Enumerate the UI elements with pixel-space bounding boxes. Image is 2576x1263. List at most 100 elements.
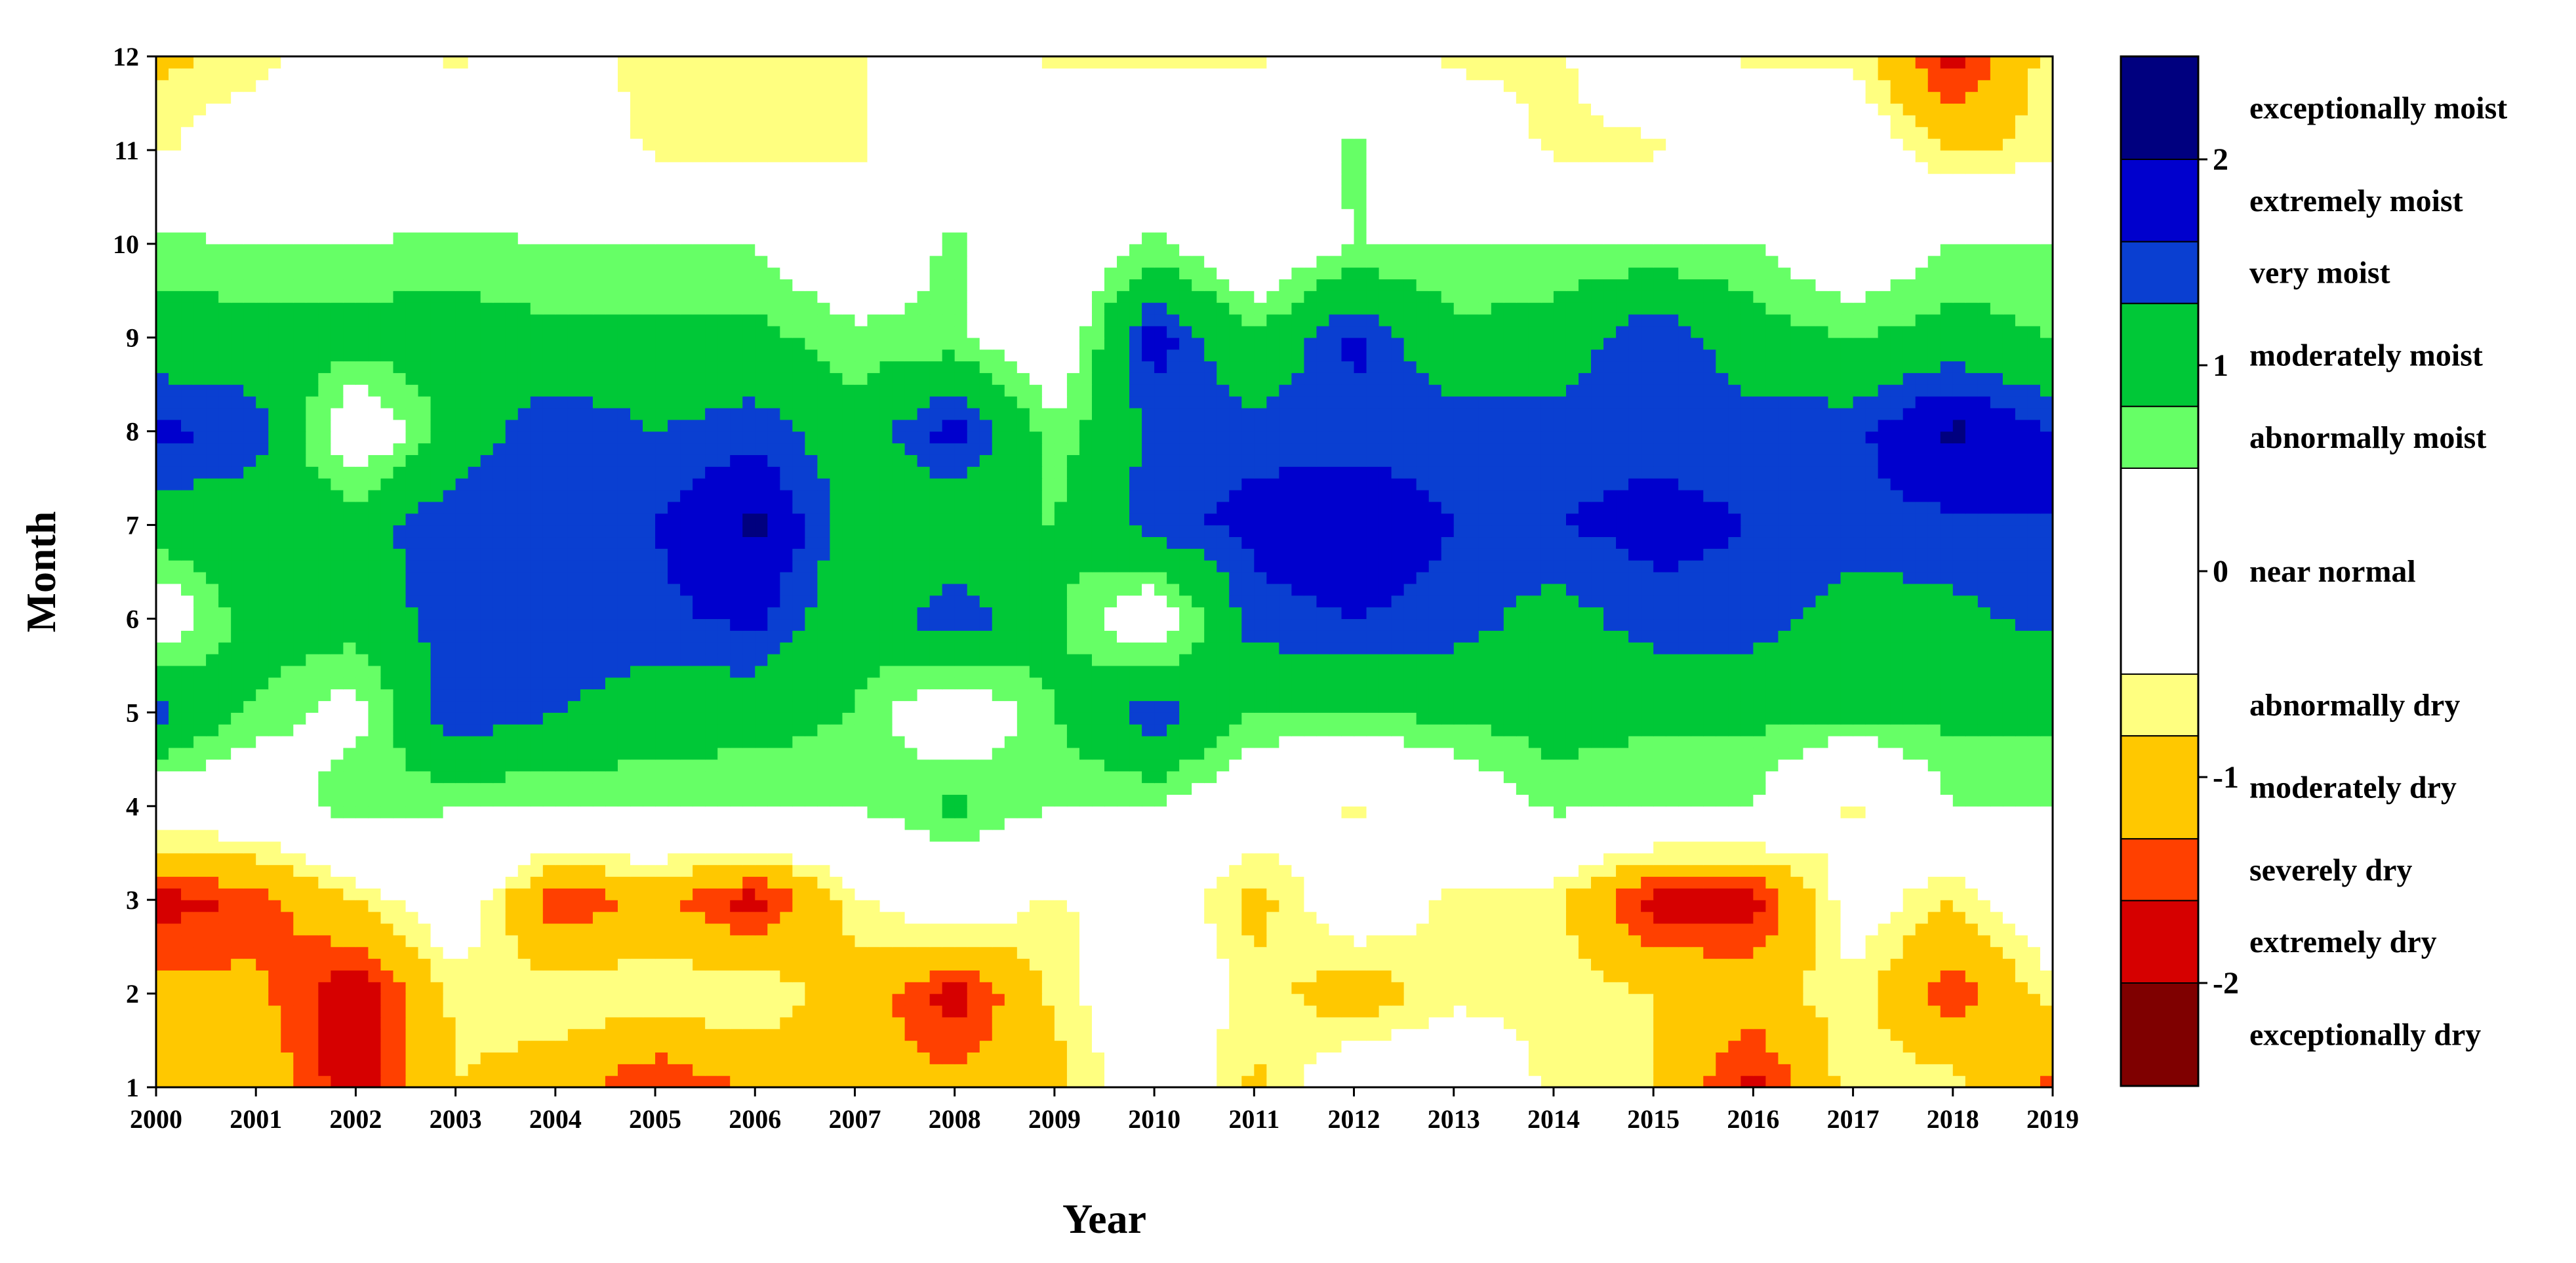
contour-cell	[1616, 982, 1629, 994]
contour-cell	[1379, 958, 1392, 971]
contour-cell	[1965, 900, 1979, 912]
contour-cell	[493, 782, 506, 795]
contour-cell	[668, 1052, 681, 1064]
contour-cell	[1403, 841, 1417, 854]
contour-cell	[418, 759, 432, 772]
contour-cell	[1977, 1064, 1991, 1076]
contour-cell	[867, 1075, 881, 1087]
contour-cell	[493, 794, 506, 807]
contour-cell	[1366, 934, 1380, 948]
contour-cell	[1466, 1052, 1479, 1064]
contour-cell	[1628, 747, 1641, 760]
contour-cell	[393, 876, 407, 889]
contour-cell	[792, 712, 805, 725]
contour-cell	[1878, 852, 1891, 866]
contour-cell	[1741, 852, 1754, 866]
contour-cell	[954, 724, 968, 736]
contour-cell	[343, 712, 357, 725]
contour-cell	[331, 1052, 344, 1064]
contour-cell	[493, 852, 506, 866]
contour-cell	[1403, 958, 1417, 971]
contour-cell	[842, 912, 856, 924]
contour-cell	[1179, 841, 1192, 854]
contour-cell	[368, 724, 382, 736]
contour-cell	[1828, 934, 1841, 948]
contour-cell	[1142, 912, 1155, 924]
contour-cell	[256, 794, 269, 807]
contour-cell	[1441, 724, 1455, 736]
contour-cell	[355, 818, 369, 830]
contour-cell	[1678, 900, 1691, 912]
contour-cell	[1366, 782, 1380, 795]
contour-cell	[917, 982, 931, 994]
contour-cell	[755, 900, 768, 912]
contour-cell	[493, 900, 506, 912]
contour-cell	[1840, 1040, 1854, 1053]
contour-cell	[1354, 946, 1367, 959]
contour-cell	[1304, 934, 1318, 948]
contour-cell	[1004, 958, 1018, 971]
contour-cell	[1977, 1052, 1991, 1064]
contour-cell	[1628, 700, 1641, 713]
contour-cell	[1915, 736, 1929, 748]
contour-cell	[1391, 806, 1405, 818]
contour-cell	[1528, 864, 1542, 877]
contour-cell	[617, 1040, 631, 1053]
contour-cell	[1741, 1040, 1754, 1053]
contour-cell	[842, 900, 856, 912]
contour-cell	[1977, 782, 1991, 795]
contour-cell	[892, 1028, 906, 1041]
contour-cell	[1291, 794, 1305, 807]
contour-cell	[1591, 958, 1604, 971]
contour-cell	[742, 982, 755, 994]
contour-cell	[693, 1016, 706, 1030]
contour-cell	[1329, 876, 1342, 889]
contour-cell	[1254, 818, 1267, 830]
contour-cell	[992, 724, 1005, 736]
contour-cell	[855, 759, 868, 772]
contour-cell	[1217, 876, 1230, 889]
contour-cell	[418, 1064, 432, 1076]
contour-cell	[1054, 1052, 1068, 1064]
contour-cell	[1241, 982, 1255, 994]
contour-cell	[1965, 724, 1979, 736]
contour-cell	[1329, 946, 1342, 959]
contour-cell	[480, 1005, 494, 1018]
contour-cell	[2002, 794, 2016, 807]
contour-cell	[480, 888, 494, 900]
contour-cell	[1828, 912, 1841, 924]
contour-cell	[1117, 1075, 1130, 1087]
contour-cell	[1890, 794, 1904, 807]
contour-cell	[542, 759, 556, 772]
contour-cell	[1765, 864, 1779, 877]
contour-cell	[1927, 864, 1941, 877]
contour-cell	[1291, 841, 1305, 854]
contour-cell	[1641, 993, 1654, 1006]
contour-cell	[1603, 712, 1617, 725]
contour-cell	[1753, 958, 1766, 971]
contour-cell	[1079, 1016, 1093, 1030]
contour-cell	[1066, 771, 1080, 784]
contour-cell	[1354, 712, 1367, 725]
contour-cell	[1603, 912, 1617, 924]
contour-cell	[730, 1075, 743, 1087]
contour-cell	[1927, 1005, 1941, 1018]
contour-cell	[1628, 818, 1641, 830]
contour-cell	[693, 958, 706, 971]
contour-cell	[1491, 1016, 1504, 1030]
contour-cell	[1054, 946, 1068, 959]
contour-cell	[1790, 958, 1804, 971]
contour-cell	[1266, 806, 1279, 818]
contour-cell	[1217, 1052, 1230, 1064]
contour-cell	[855, 970, 868, 982]
contour-cell	[792, 982, 805, 994]
contour-cell	[929, 1052, 943, 1064]
contour-cell	[1553, 712, 1567, 725]
contour-cell	[879, 818, 893, 830]
contour-cell	[1129, 888, 1142, 900]
contour-cell	[169, 1064, 182, 1076]
contour-cell	[1853, 982, 1866, 994]
contour-cell	[1990, 1005, 2003, 1018]
contour-cell	[1291, 830, 1305, 842]
contour-cell	[1741, 1028, 1754, 1041]
